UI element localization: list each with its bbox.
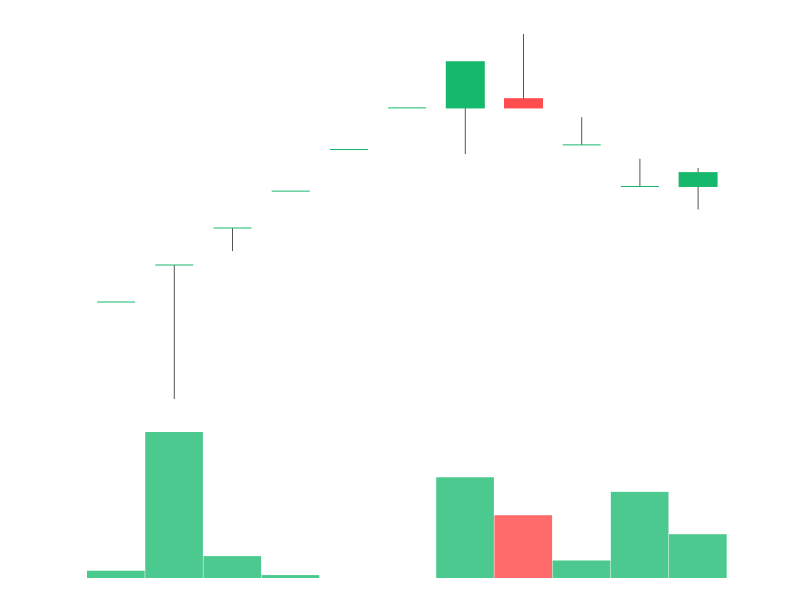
candle-body-6 (445, 61, 485, 109)
volume-bar-6 (436, 477, 494, 578)
volume-bar-2 (203, 556, 262, 578)
volume-bar-3 (261, 575, 320, 578)
volume-bar-10 (669, 534, 727, 578)
volume-bar-7 (494, 515, 553, 578)
candles-group (97, 34, 718, 399)
candle-body-7 (504, 98, 543, 109)
volume-bar-8 (552, 560, 611, 578)
volume-bars-group (87, 432, 727, 578)
volume-bar-9 (610, 491, 669, 578)
volume-bar-1 (145, 432, 203, 578)
volume-bar-0 (87, 570, 145, 578)
candle-body-10 (678, 172, 718, 187)
